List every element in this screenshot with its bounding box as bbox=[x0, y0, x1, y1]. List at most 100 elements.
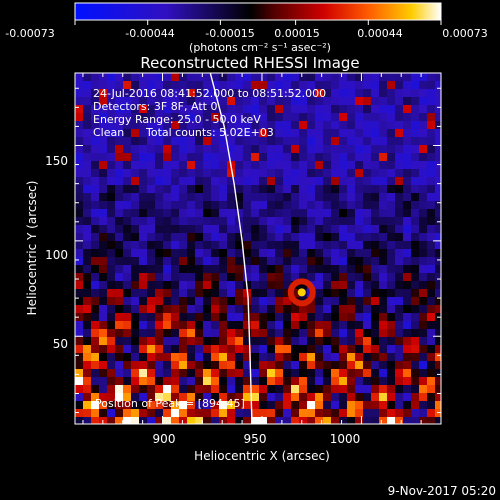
heatmap-cell bbox=[371, 289, 379, 297]
heatmap-cell bbox=[379, 113, 387, 121]
heatmap-cell bbox=[203, 81, 211, 89]
heatmap-cell bbox=[315, 169, 323, 177]
heatmap-cell bbox=[139, 313, 147, 321]
heatmap-cell bbox=[419, 105, 427, 113]
heatmap-cell bbox=[171, 113, 179, 121]
heatmap-cell bbox=[251, 353, 259, 361]
heatmap-cell bbox=[427, 121, 435, 129]
heatmap-cell bbox=[371, 401, 379, 409]
heatmap-cell bbox=[323, 313, 331, 321]
heatmap-cell bbox=[195, 297, 203, 305]
heatmap-cell bbox=[179, 105, 187, 113]
heatmap-cell bbox=[331, 113, 339, 121]
heatmap-cell bbox=[363, 281, 371, 289]
heatmap-cell bbox=[275, 369, 283, 377]
heatmap-cell bbox=[347, 113, 355, 121]
heatmap-cell bbox=[139, 265, 147, 273]
heatmap-cell bbox=[371, 177, 379, 185]
heatmap-cell bbox=[419, 209, 427, 217]
heatmap-cell bbox=[187, 185, 195, 193]
heatmap-cell bbox=[91, 329, 99, 337]
heatmap-cell bbox=[355, 305, 363, 313]
heatmap-cell bbox=[163, 169, 171, 177]
heatmap-cell bbox=[195, 337, 203, 345]
heatmap-cell bbox=[83, 417, 91, 424]
heatmap-cell bbox=[155, 377, 163, 385]
heatmap-cell bbox=[411, 361, 419, 369]
heatmap-cell bbox=[235, 313, 243, 321]
heatmap-cell bbox=[259, 257, 267, 265]
heatmap-cell bbox=[187, 377, 195, 385]
heatmap-cell bbox=[179, 385, 187, 393]
heatmap-cell bbox=[139, 201, 147, 209]
heatmap-cell bbox=[131, 233, 139, 241]
heatmap-cell bbox=[259, 241, 267, 249]
heatmap-cell bbox=[251, 73, 259, 81]
heatmap-cell bbox=[355, 417, 363, 424]
heatmap-cell bbox=[339, 289, 347, 297]
heatmap-cell bbox=[403, 345, 411, 353]
heatmap-cell bbox=[115, 409, 123, 417]
heatmap-cell bbox=[267, 73, 275, 81]
heatmap-cell bbox=[355, 337, 363, 345]
heatmap-cell bbox=[435, 393, 441, 401]
colorbar-ticks bbox=[74, 20, 442, 25]
heatmap-cell bbox=[435, 241, 441, 249]
heatmap-cell bbox=[323, 257, 331, 265]
heatmap-cell bbox=[315, 289, 323, 297]
heatmap-cell bbox=[171, 353, 179, 361]
heatmap-cell bbox=[283, 377, 291, 385]
heatmap-cell bbox=[435, 265, 441, 273]
heatmap-cell bbox=[259, 89, 267, 97]
heatmap-cell bbox=[291, 169, 299, 177]
heatmap-cell bbox=[219, 225, 227, 233]
heatmap-cell bbox=[331, 169, 339, 177]
chart-title: Reconstructed RHESSI Image bbox=[140, 54, 359, 72]
heatmap-cell bbox=[139, 217, 147, 225]
heatmap-cell bbox=[115, 177, 123, 185]
heatmap-cell bbox=[179, 161, 187, 169]
heatmap-cell bbox=[315, 73, 323, 81]
heatmap-cell bbox=[195, 305, 203, 313]
heatmap-cell bbox=[171, 249, 179, 257]
heatmap-cell bbox=[227, 401, 235, 409]
heatmap-cell bbox=[75, 361, 83, 369]
heatmap-cell bbox=[99, 249, 107, 257]
heatmap-cell bbox=[275, 105, 283, 113]
heatmap-cell bbox=[131, 377, 139, 385]
heatmap-cell bbox=[243, 241, 251, 249]
heatmap-cell bbox=[179, 201, 187, 209]
heatmap-cell bbox=[363, 105, 371, 113]
heatmap-cell bbox=[411, 217, 419, 225]
heatmap-cell bbox=[379, 297, 387, 305]
heatmap-cell bbox=[387, 241, 395, 249]
heatmap-cell bbox=[195, 401, 203, 409]
heatmap-cell bbox=[115, 417, 123, 424]
heatmap-cell bbox=[139, 345, 147, 353]
heatmap-cell bbox=[163, 113, 171, 121]
heatmap-cell bbox=[123, 369, 131, 377]
heatmap-cell bbox=[171, 345, 179, 353]
heatmap-cell bbox=[131, 169, 139, 177]
heatmap-cell bbox=[355, 185, 363, 193]
heatmap-cell bbox=[371, 185, 379, 193]
heatmap-cell bbox=[403, 129, 411, 137]
heatmap-cell bbox=[427, 201, 435, 209]
heatmap-cell bbox=[323, 361, 331, 369]
heatmap-cell bbox=[283, 313, 291, 321]
heatmap-cell bbox=[323, 265, 331, 273]
heatmap-cell bbox=[219, 313, 227, 321]
heatmap-cell bbox=[251, 193, 259, 201]
heatmap-cell bbox=[227, 273, 235, 281]
heatmap-cell bbox=[435, 145, 441, 153]
heatmap-cell bbox=[299, 209, 307, 217]
heatmap-cell bbox=[219, 265, 227, 273]
heatmap-cell bbox=[339, 313, 347, 321]
heatmap-cell bbox=[243, 233, 251, 241]
heatmap-cell bbox=[323, 145, 331, 153]
heatmap-cell bbox=[291, 337, 299, 345]
heatmap-cell bbox=[387, 305, 395, 313]
heatmap-cell bbox=[123, 345, 131, 353]
heatmap-cell bbox=[139, 233, 147, 241]
heatmap-cell bbox=[411, 305, 419, 313]
